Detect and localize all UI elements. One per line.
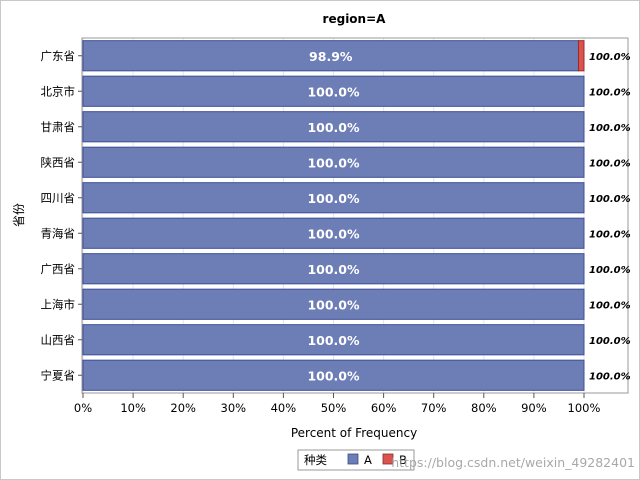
bar-total-label: 100.0% (589, 87, 631, 98)
y-tick-label: 甘肃省 (41, 120, 76, 134)
y-tick-label: 山西省 (41, 333, 76, 347)
bar-total-label: 100.0% (589, 158, 631, 169)
legend-label-b: B (399, 453, 407, 467)
bar-a (82, 288, 585, 320)
x-tick-label: 60% (371, 401, 397, 415)
bar-value-label: 100.0% (307, 262, 360, 277)
x-tick-labels: 0% 10% 20% 30% 40% 50% 60% 70% 80% 90% 100% (74, 393, 601, 415)
bar-value-label: 100.0% (307, 120, 360, 135)
plot-area (81, 37, 629, 394)
y-tick-label: 上海市 (41, 297, 76, 311)
bar-total-label: 100.0% (589, 265, 631, 276)
y-tick-label: 宁夏省 (41, 368, 76, 382)
bar-a (82, 359, 585, 391)
bar-total-label: 100.0% (589, 123, 631, 134)
bar-a (82, 253, 585, 285)
y-axis-label: 省份 (12, 203, 26, 227)
y-tick-label: 青海省 (41, 226, 76, 240)
x-tick-label: 70% (421, 401, 447, 415)
bar-value-label: 100.0% (307, 368, 360, 383)
x-tick-label: 10% (120, 401, 146, 415)
bar-value-label: 100.0% (307, 226, 360, 241)
y-tick-label: 陕西省 (41, 155, 76, 169)
bar-value-label: 100.0% (307, 333, 360, 348)
bar-a (82, 75, 585, 107)
bar-a (82, 40, 579, 72)
chart-title: region=A (323, 12, 387, 26)
bar-total-label: 100.0% (589, 229, 631, 240)
bar-total-label: 100.0% (589, 194, 631, 205)
y-tick-label: 北京市 (41, 84, 76, 98)
watermark: https://blog.csdn.net/weixin_49282401 (391, 455, 635, 470)
bar-value-label: 100.0% (307, 191, 360, 206)
bar-b (577, 40, 585, 72)
y-tick-label: 四川省 (41, 191, 76, 205)
legend-swatch-a (347, 453, 359, 465)
x-axis-label: Percent of Frequency (291, 426, 417, 440)
bar-value-label: 100.0% (307, 84, 360, 99)
bar-total-label: 100.0% (589, 371, 631, 382)
bar-total-label: 100.0% (589, 300, 631, 311)
bar-a (82, 146, 585, 178)
bar-total-label: 100.0% (589, 52, 631, 63)
bar-labels: 98.9% 100.0% 100.0% 100.0% 100.0% 100.0% 100.0… (307, 49, 630, 384)
x-tick-label: 80% (471, 401, 497, 415)
bar-value-label: 100.0% (307, 297, 360, 312)
y-tick-label: 广西省 (41, 262, 76, 276)
x-tick-label: 100% (568, 401, 601, 415)
x-tick-label: 20% (170, 401, 196, 415)
y-tick-label: 广东省 (41, 49, 76, 63)
legend: 种类 A B (297, 449, 415, 471)
bar-total-label: 100.0% (589, 336, 631, 347)
legend-label-a: A (364, 453, 372, 467)
bar-value-label: 98.9% (309, 49, 353, 64)
x-tick-label: 40% (271, 401, 297, 415)
x-tick-label: 90% (521, 401, 547, 415)
legend-swatch-b (382, 453, 394, 465)
bar-a (82, 182, 585, 214)
bars (82, 40, 585, 391)
x-tick-label: 50% (321, 401, 347, 415)
x-tick-label: 30% (221, 401, 247, 415)
x-tick-label: 0% (74, 401, 92, 415)
bar-a (82, 217, 585, 249)
bar-a (82, 111, 585, 143)
bar-value-label: 100.0% (307, 155, 360, 170)
bar-a (82, 324, 585, 356)
legend-title: 种类 (304, 453, 327, 467)
